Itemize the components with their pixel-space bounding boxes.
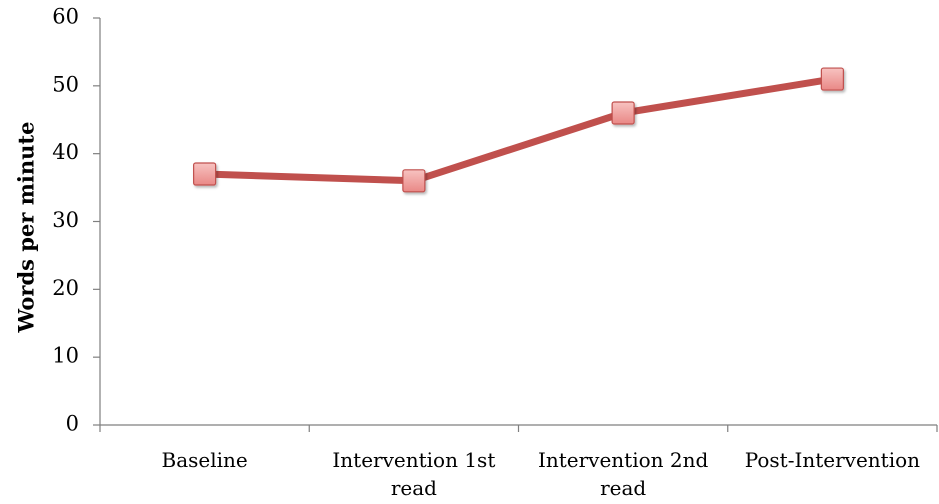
y-tick-label: 30 xyxy=(52,208,79,232)
y-tick-label: 0 xyxy=(66,412,79,436)
x-tick-label-line-2: read xyxy=(391,476,437,500)
y-tick-label: 40 xyxy=(52,140,79,164)
series-layer xyxy=(193,67,844,193)
series-line xyxy=(201,75,836,185)
x-tick-label-line: Post-Intervention xyxy=(745,448,920,472)
x-tick-label: Intervention 1st read xyxy=(332,448,495,500)
x-tick-label: Post-Intervention xyxy=(745,448,920,472)
data-point-marker xyxy=(402,169,426,193)
labels-layer: 0 10 20 30 40 50 60 Baseline Intervention 1st rea… xyxy=(52,5,920,501)
x-tick-label-line: Intervention 2nd xyxy=(538,448,709,472)
x-tick-label: Baseline xyxy=(162,448,248,472)
y-tick-label: 60 xyxy=(52,5,79,29)
y-axis-title: Words per minute xyxy=(14,122,39,334)
data-point-marker xyxy=(611,101,635,125)
y-tick-label: 50 xyxy=(52,72,79,96)
x-tick-label-line: Intervention 1st xyxy=(332,448,495,472)
x-tick-label-line-2: read xyxy=(600,476,646,500)
y-tick-label: 10 xyxy=(52,344,79,368)
axes-layer xyxy=(93,17,938,432)
x-tick-label-line: Baseline xyxy=(162,448,248,472)
y-tick-label: 20 xyxy=(52,276,79,300)
data-point-marker xyxy=(820,67,844,91)
x-tick-label: Intervention 2nd read xyxy=(538,448,709,500)
data-point-marker xyxy=(193,162,217,186)
